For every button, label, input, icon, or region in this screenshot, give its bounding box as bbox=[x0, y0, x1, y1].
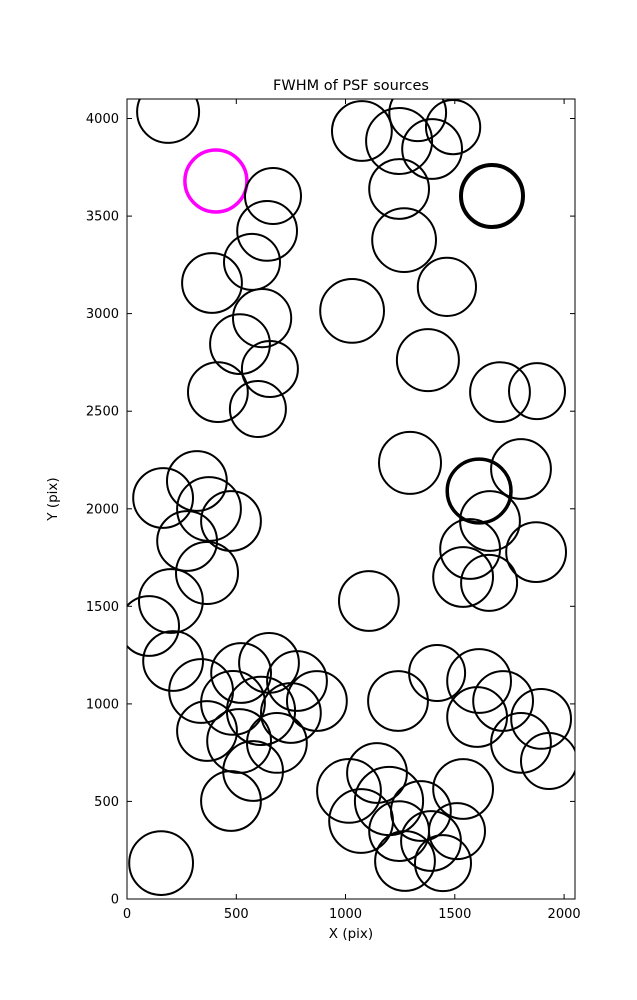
psf-circle bbox=[156, 510, 219, 572]
psf-circle bbox=[316, 758, 382, 824]
psf-circle bbox=[209, 313, 271, 376]
y-tick-label: 2000 bbox=[86, 502, 119, 517]
psf-circle bbox=[200, 490, 262, 552]
psf-circle bbox=[432, 758, 495, 820]
psf-circle bbox=[232, 288, 293, 349]
psf-circle bbox=[368, 158, 431, 220]
plot-frame bbox=[126, 98, 576, 900]
psf-circle bbox=[246, 712, 308, 774]
psf-circle bbox=[136, 99, 201, 144]
psf-circle bbox=[510, 688, 572, 750]
axis-ticks bbox=[126, 99, 575, 900]
psf-circle bbox=[401, 118, 464, 180]
psf-circle bbox=[200, 670, 266, 736]
psf-circle bbox=[378, 430, 442, 495]
psf-circle bbox=[244, 167, 302, 225]
psf-circle bbox=[228, 380, 287, 438]
psf-circle bbox=[490, 438, 552, 500]
y-tick-label: 4000 bbox=[86, 112, 119, 127]
psf-circle bbox=[286, 670, 348, 732]
psf-circle bbox=[200, 770, 262, 832]
psf-circle bbox=[142, 630, 205, 692]
y-tick-label: 1500 bbox=[86, 600, 119, 615]
psf-circle bbox=[469, 361, 531, 424]
psf-circle bbox=[240, 340, 299, 398]
psf-circle bbox=[187, 361, 249, 424]
psf-circle bbox=[459, 163, 525, 229]
psf-circle bbox=[388, 99, 448, 143]
psf-circle bbox=[390, 780, 452, 842]
y-axis-label: Y (pix) bbox=[45, 477, 61, 521]
psf-circle bbox=[338, 570, 400, 632]
psf-circle bbox=[460, 553, 519, 612]
x-tick-label: 2000 bbox=[548, 907, 581, 922]
psf-circle bbox=[365, 107, 434, 175]
psf-circle bbox=[416, 256, 477, 317]
psf-circle bbox=[432, 546, 495, 608]
y-tick-label: 2500 bbox=[86, 405, 119, 420]
psf-circle bbox=[166, 450, 228, 512]
psf-circle bbox=[183, 148, 249, 214]
psf-circle bbox=[367, 670, 429, 732]
y-tick-label: 500 bbox=[94, 795, 119, 810]
psf-circle bbox=[138, 568, 204, 634]
psf-circle bbox=[331, 100, 393, 162]
psf-circle bbox=[128, 830, 195, 896]
psf-circle bbox=[505, 521, 567, 583]
psf-circle bbox=[266, 650, 328, 712]
psf-circle bbox=[425, 99, 482, 156]
psf-circle bbox=[132, 467, 195, 529]
psf-circle bbox=[176, 700, 238, 762]
psf-circle bbox=[408, 644, 467, 702]
chart-title: FWHM of PSF sources bbox=[273, 78, 429, 94]
psf-circle bbox=[181, 252, 243, 314]
psf-circle bbox=[236, 200, 299, 262]
x-tick-label: 500 bbox=[224, 907, 249, 922]
psf-circles-layer bbox=[127, 99, 575, 896]
psf-circle bbox=[395, 328, 460, 393]
psf-circle bbox=[374, 830, 436, 892]
x-axis-label: X (pix) bbox=[329, 926, 373, 942]
psf-circle bbox=[222, 740, 285, 802]
tick-labels: 0 500 1000 1500 2000 0 500 1000 1500 2000 2500 3000… bbox=[86, 112, 581, 922]
x-tick-label: 0 bbox=[123, 907, 131, 922]
psf-circle bbox=[446, 648, 513, 714]
psf-circle bbox=[428, 802, 486, 861]
psf-circle bbox=[445, 457, 513, 525]
psf-circle bbox=[319, 278, 386, 344]
psf-circle bbox=[371, 207, 438, 274]
y-tick-label: 3500 bbox=[86, 210, 119, 225]
psf-circle bbox=[508, 362, 566, 421]
psf-circle bbox=[127, 595, 180, 657]
psf-circle bbox=[210, 642, 273, 704]
x-tick-label: 1500 bbox=[438, 907, 471, 922]
psf-circle bbox=[414, 834, 472, 893]
psf-circle bbox=[439, 518, 502, 580]
psf-circle bbox=[206, 708, 273, 774]
psf-circle bbox=[490, 712, 552, 774]
psf-circle bbox=[175, 541, 239, 605]
y-tick-label: 0 bbox=[111, 893, 119, 908]
psf-circle bbox=[520, 732, 575, 790]
psf-circle bbox=[260, 682, 322, 744]
x-tick-label: 1000 bbox=[329, 907, 362, 922]
y-tick-label: 3000 bbox=[86, 307, 119, 322]
y-tick-label: 1000 bbox=[86, 697, 119, 712]
